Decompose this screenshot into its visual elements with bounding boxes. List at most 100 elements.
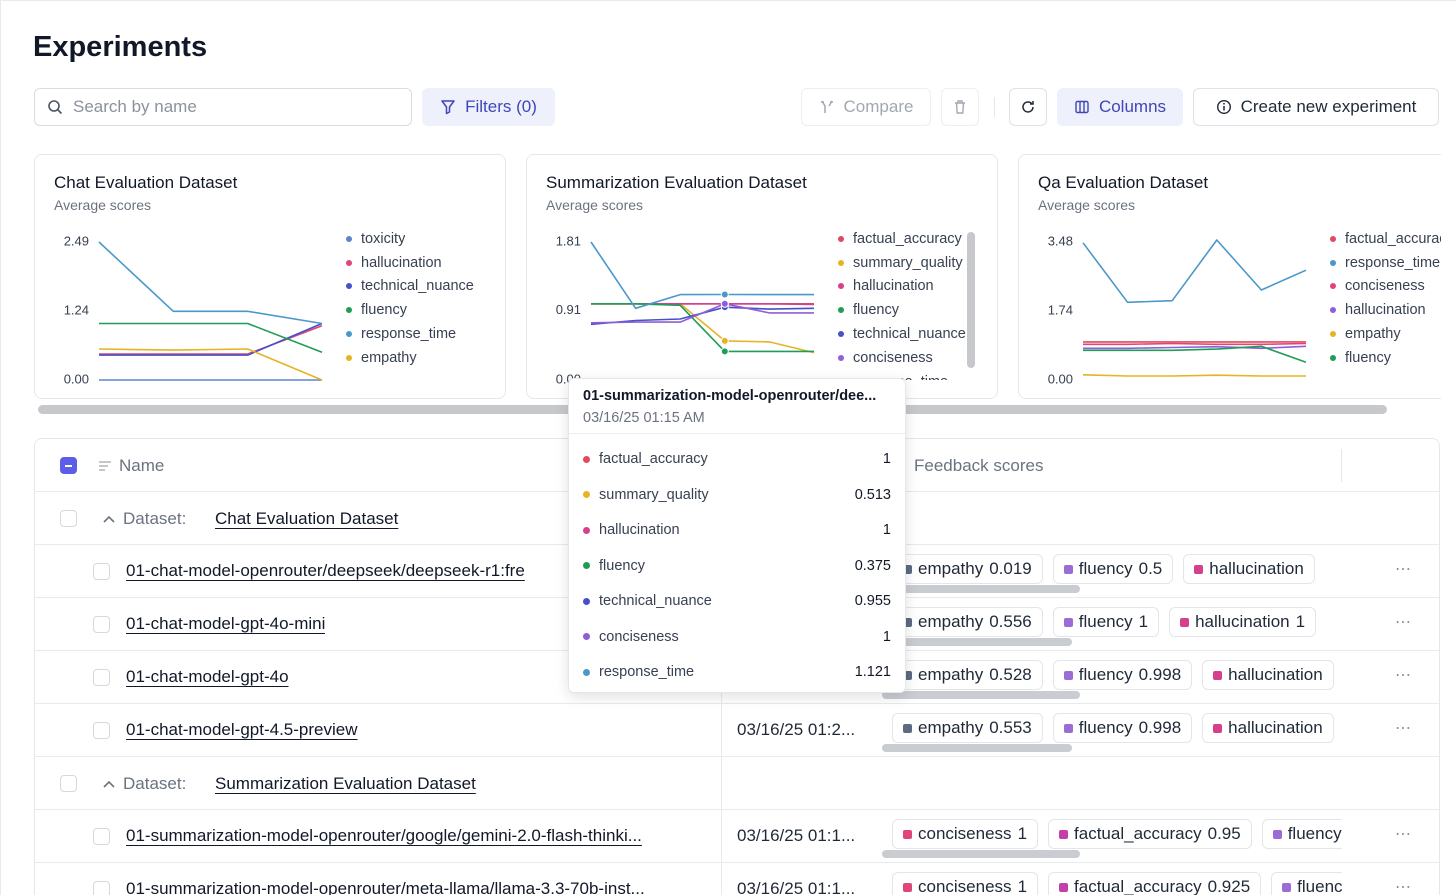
chip-value: 0.528 [989,665,1032,684]
columns-button[interactable]: Columns [1057,88,1183,126]
row-actions[interactable]: ⋯ [1395,826,1412,843]
legend-label: hallucination [361,254,442,271]
chip-name: hallucination [1228,665,1323,684]
row-actions[interactable]: ⋯ [1395,720,1412,737]
row-actions[interactable]: ⋯ [1395,879,1412,895]
legend-label: fluency [1345,349,1391,366]
chip-dot [1180,617,1190,627]
group-dataset[interactable]: Summarization Evaluation Dataset [215,774,476,793]
legend-label: response_time [361,326,457,343]
chip-dot [1194,564,1204,574]
series-line [591,303,814,353]
legend-item: empathy [1324,322,1441,346]
feedback-column-header: Feedback scores [914,456,1044,475]
row-checkbox[interactable] [93,669,110,686]
legend-dot [1330,259,1336,266]
legend-label: hallucination [1345,302,1426,319]
legend-dot [838,331,844,338]
tooltip-series: hallucination [599,522,680,538]
chips-scrollbar[interactable] [882,850,1080,858]
refresh-button[interactable] [1009,88,1047,126]
group-caret[interactable] [103,780,115,788]
chart-plot: 0.00 1.24 2.49 [64,233,323,386]
chip-value: 1 [1017,877,1028,895]
legend-dot [838,283,844,290]
chips-scrollbar[interactable] [882,638,1072,646]
group-checkbox[interactable] [60,510,77,527]
row-checkbox[interactable] [93,563,110,580]
group-dataset[interactable]: Chat Evaluation Dataset [215,509,399,528]
row-checkbox[interactable] [93,616,110,633]
chip-dot [1272,829,1282,839]
tooltip-series: fluency [599,557,645,574]
tooltip-dot [583,597,590,605]
chip-dot [903,829,912,839]
filters-button[interactable]: Filters (0) [422,88,555,126]
chips-scrollbar[interactable] [882,585,1080,593]
feedback-chip: hallucination [1183,554,1315,584]
legend-item: response_time [1324,251,1441,275]
legend-dot [1330,235,1336,242]
row-checkbox[interactable] [93,828,110,845]
chip-dot [903,617,912,627]
info-icon [1216,99,1231,115]
legend-item: conciseness [1324,275,1441,299]
chip-value: 0.019 [989,559,1032,578]
feedback-chips: empathy 0.553 fluency 0.998 hallucination [882,713,1342,747]
chip-name: fluency [1297,877,1342,895]
chip-name: fluency [1287,824,1342,843]
experiment-name[interactable]: 01-chat-model-gpt-4o [126,667,289,686]
legend-dot [346,331,352,338]
row-actions[interactable]: ⋯ [1395,561,1412,578]
legend-item: conciseness [832,346,982,370]
chip-name: empathy [918,718,984,737]
feedback-chip: fluency 0.5 [1052,554,1174,584]
group-caret[interactable] [103,515,115,523]
name-column-header: Name [119,456,165,475]
delete-button[interactable] [941,88,979,126]
series-line [1082,239,1307,304]
legend-label: empathy [1345,326,1401,343]
y-tick-label: 1.74 [1048,302,1073,317]
experiment-name[interactable]: 01-summarization-model-openrouter/google… [126,826,642,845]
caret-path [103,515,115,523]
feedback-chips: conciseness 1 factual_accuracy 0.925 fluency [882,872,1342,895]
chip-value: 0.998 [1138,718,1182,737]
chips-scrollbar[interactable] [882,744,1072,752]
row-actions[interactable]: ⋯ [1395,614,1412,631]
experiment-row: 01-summarization-model-openrouter/google… [35,810,1439,863]
chips-scrollbar[interactable] [882,691,1080,699]
legend-dot [346,354,352,361]
experiment-name[interactable]: 01-chat-model-openrouter/deepseek/deepse… [126,561,525,580]
experiment-name[interactable]: 01-chat-model-gpt-4.5-preview [126,720,358,739]
create-experiment-button[interactable]: Create new experiment [1193,88,1439,126]
created-date: 03/16/25 01:1... [737,826,856,845]
header-divider [1341,449,1342,482]
experiment-name[interactable]: 01-summarization-model-openrouter/meta-l… [126,879,645,895]
search-icon [48,100,63,115]
row-checkbox[interactable] [93,881,110,895]
experiment-name[interactable]: 01-chat-model-gpt-4o-mini [126,614,326,633]
search-input[interactable]: Search by name [34,88,412,126]
tooltip-series: conciseness [599,628,679,645]
feedback-chip: fluency [1261,819,1342,849]
row-actions[interactable]: ⋯ [1395,667,1412,684]
legend-item: empathy [340,346,490,370]
chip-name: factual_accuracy [1074,877,1202,895]
row-checkbox[interactable] [93,722,110,739]
legend-dot [1330,331,1336,338]
chip-dot [1063,670,1073,680]
legend-scrollbar[interactable] [967,232,975,368]
hover-point [720,299,729,308]
create-label: Create new experiment [1240,97,1417,116]
hover-point [720,290,729,299]
feedback-chip: empathy 0.556 [892,607,1043,637]
chip-name: fluency [1078,612,1133,631]
legend-item: factual_accuracy [832,227,982,251]
feedback-chip: hallucination 1 [1169,607,1317,637]
select-all-checkbox[interactable] [60,457,77,474]
chip-dot [1213,723,1223,733]
group-checkbox[interactable] [60,775,77,792]
compare-button[interactable]: Compare [801,88,931,126]
